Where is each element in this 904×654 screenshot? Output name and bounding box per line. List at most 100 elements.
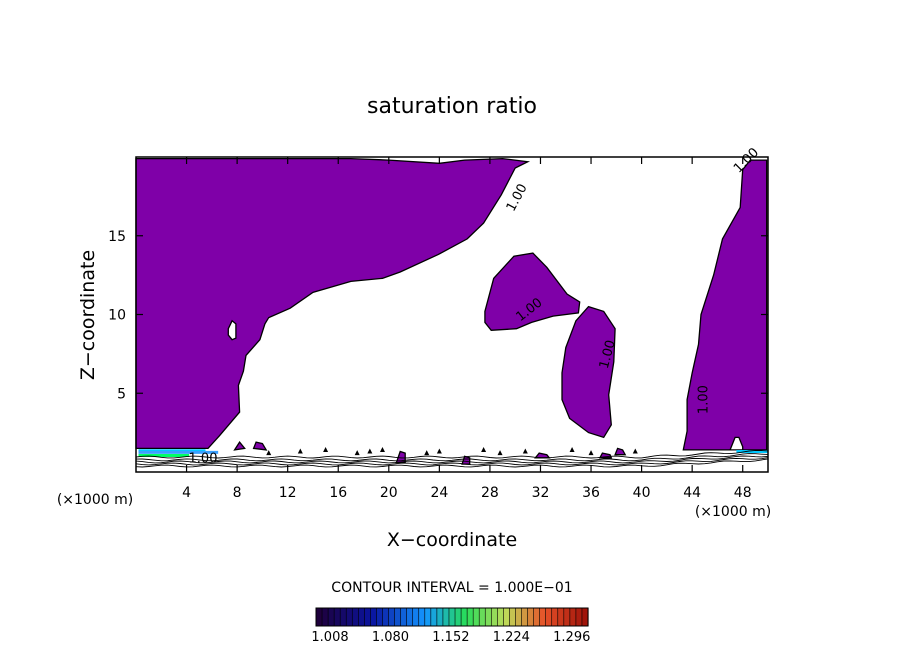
colorbar-frame [315, 607, 589, 627]
colorbar-tick-label: 1.224 [493, 630, 530, 645]
x-tick-label: 16 [329, 485, 347, 501]
surface-cloudlet [481, 446, 487, 452]
y-tick-label: 15 [108, 229, 126, 245]
surface-cloudlet [569, 446, 575, 452]
surface-cloudlet [323, 446, 329, 452]
right-bottom-hole [729, 436, 744, 451]
right-column-region [682, 159, 768, 451]
x-axis-label: X−coordinate [387, 529, 517, 551]
surface-cloudlet [522, 448, 528, 454]
colorbar-cell [418, 607, 426, 627]
colorbar-cell [533, 607, 541, 627]
surface-cloudlet [354, 450, 360, 456]
colorbar-cell [527, 607, 535, 627]
upper-center-blob-region [484, 252, 581, 331]
surface-cloudlet [632, 448, 638, 454]
surface-cloudlet [436, 448, 442, 454]
colorbar-cell [478, 607, 486, 627]
x-axis-ticks: 4 8 12 16 20 24 28 32 36 40 44 48 [182, 157, 752, 501]
surface-blob-7-region [614, 447, 627, 456]
surface-cloudlet [367, 448, 373, 454]
colorbar-cell [382, 607, 390, 627]
plot-area: 1.001.001.001.001.001.00 4 8 12 16 20 24 28 32 3… [108, 145, 769, 501]
colorbar-cell [460, 607, 468, 627]
colorbar-cell [575, 607, 583, 627]
colorbar-cell [412, 607, 420, 627]
left-hole [227, 319, 237, 341]
surface-contour-2 [135, 455, 769, 464]
colorbar-cell [436, 607, 444, 627]
y-axis-label: Z−coordinate [77, 250, 99, 380]
x-unit-right: (×1000 m) [695, 504, 771, 520]
colorbar-cell [521, 607, 529, 627]
colorbar-cell [400, 607, 408, 627]
colorbar-cell [515, 607, 523, 627]
colorbar-cell [315, 607, 323, 627]
colorbar-cell [448, 607, 456, 627]
colorbar-cell [466, 607, 474, 627]
contour-fills [135, 157, 768, 465]
colorbar-cell [376, 607, 384, 627]
surface-cloudlet [588, 450, 594, 456]
colorbar-cell [406, 607, 414, 627]
colorbar-cell [370, 607, 378, 627]
colorbar-cell [490, 607, 498, 627]
colorbar-cell [551, 607, 559, 627]
x-tick-label: 44 [683, 485, 701, 501]
surface-contour-3 [135, 457, 769, 466]
y-tick-label: 10 [108, 308, 126, 324]
surface-contour-0 [135, 449, 769, 459]
colorbar-cell [339, 607, 347, 627]
upper-left-saturated-region [135, 157, 531, 450]
contour-label: 1.00 [189, 452, 218, 467]
colorbar-cell [484, 607, 492, 627]
colorbar-cell [364, 607, 371, 627]
x-tick-label: 8 [233, 485, 242, 501]
x-tick-label: 12 [279, 485, 297, 501]
colorbar-tick-label: 1.296 [553, 630, 590, 645]
y-tick-label: 5 [117, 386, 126, 402]
colorbar-cell [345, 607, 353, 627]
surface-blob-3-region [395, 450, 406, 464]
surface-cloudlet [497, 450, 503, 456]
colorbar-cell [509, 607, 517, 627]
colorbar-cell [557, 607, 565, 627]
colorbar-cell [563, 607, 571, 627]
contour-holes [227, 319, 744, 451]
surface-contour-1 [135, 453, 769, 462]
middle-blob-region [561, 305, 616, 439]
contour-label: 1.00 [504, 182, 531, 215]
surface-cloudlet [379, 446, 385, 452]
colorbar: 1.008 1.080 1.152 1.224 1.296 [311, 607, 590, 645]
surface-blob-4-region [461, 455, 471, 465]
x-tick-label: 48 [734, 485, 752, 501]
x-tick-label: 32 [532, 485, 550, 501]
x-unit-left: (×1000 m) [57, 492, 133, 508]
colorbar-tick-label: 1.152 [432, 630, 469, 645]
x-tick-label: 4 [182, 485, 191, 501]
chart-title: saturation ratio [367, 94, 537, 119]
surface-contour-lines [135, 446, 769, 468]
colorbar-cell [351, 607, 359, 627]
colorbar-cell [424, 607, 432, 627]
surface-cloudlet [424, 450, 430, 456]
colorbar-cell [388, 607, 396, 627]
colorbar-cell [333, 607, 341, 627]
x-tick-label: 24 [430, 485, 448, 501]
colorbar-cell [539, 607, 547, 627]
colorbar-cell [472, 607, 480, 627]
surface-cloudlet [266, 450, 272, 456]
x-tick-label: 28 [481, 485, 499, 501]
contour-label: 1.00 [696, 385, 711, 414]
colorbar-cell [569, 607, 577, 627]
colorbar-cell [358, 607, 365, 627]
contour-interval-text: CONTOUR INTERVAL = 1.000E−01 [331, 580, 572, 596]
contour-label: 1.00 [597, 339, 619, 371]
colorbar-cell [497, 607, 504, 627]
colorbar-tick-label: 1.008 [311, 630, 348, 645]
colorbar-cell [430, 607, 438, 627]
y-axis-ticks: 5 10 15 [108, 229, 768, 402]
colorbar-cell [581, 607, 589, 627]
x-tick-label: 20 [380, 485, 398, 501]
